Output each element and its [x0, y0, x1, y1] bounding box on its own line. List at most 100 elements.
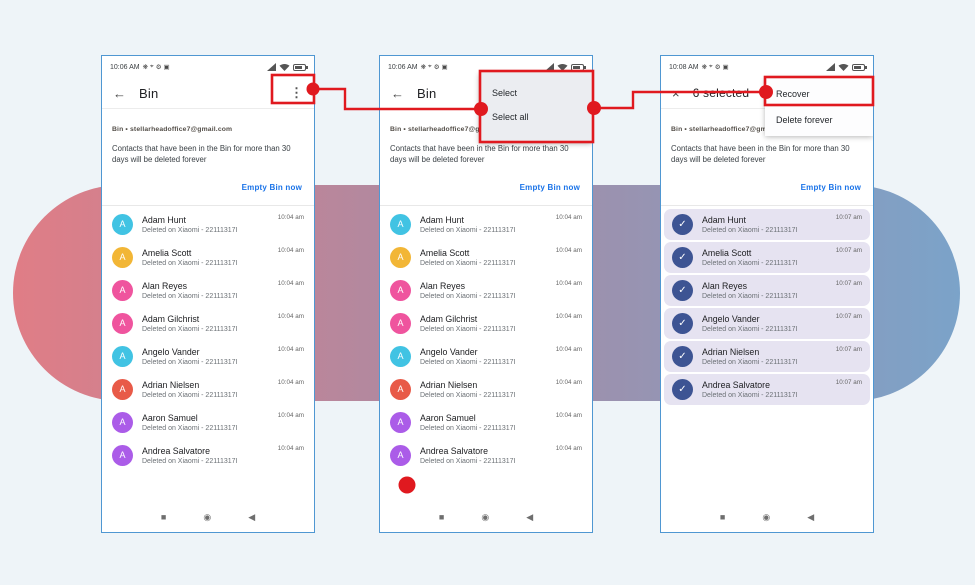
contact-avatar[interactable]: A: [112, 411, 133, 433]
empty-bin-button[interactable]: Empty Bin now: [519, 182, 580, 192]
menu-item-select[interactable]: Select: [492, 88, 518, 98]
contact-avatar[interactable]: A: [390, 279, 411, 301]
contact-row[interactable]: A Amelia Scott Deleted on Xiaomi - 2211131…: [102, 241, 314, 274]
selected-check-icon[interactable]: ✓: [672, 246, 693, 268]
recents-button[interactable]: ■: [160, 512, 167, 522]
status-bar: 10:06 AM ❋ ⌖ ⚙ ▣: [380, 56, 592, 78]
close-icon[interactable]: ×: [672, 85, 680, 101]
contact-avatar[interactable]: A: [112, 444, 133, 466]
contact-timestamp: 10:04 am: [277, 444, 304, 452]
contact-avatar[interactable]: A: [112, 213, 133, 235]
calendar-icon: ▣: [441, 64, 448, 71]
contact-name: Amelia Scott: [142, 247, 192, 258]
contact-row[interactable]: ✓ Alan Reyes Deleted on Xiaomi - 22111317I…: [664, 274, 870, 306]
contact-row[interactable]: A Aaron Samuel Deleted on Xiaomi - 2211131…: [380, 406, 592, 439]
contact-row[interactable]: A Andrea Salvatore Deleted on Xiaomi - 221…: [102, 439, 314, 472]
contact-row[interactable]: A Alan Reyes Deleted on Xiaomi - 22111317I…: [380, 274, 592, 307]
status-bar: 10:06 AM ❋ ⌖ ⚙ ▣: [102, 56, 314, 78]
contact-row[interactable]: A Adam Hunt Deleted on Xiaomi - 22111317I 1…: [102, 208, 314, 241]
kebab-menu-icon[interactable]: ⋮: [290, 85, 303, 100]
contacts-list-selected: ✓ Adam Hunt Deleted on Xiaomi - 22111317I 1…: [661, 204, 873, 405]
contact-subtitle: Deleted on Xiaomi - 22111317I: [420, 259, 516, 267]
back-button[interactable]: ◀: [807, 511, 815, 522]
overflow-menu: Select Select all: [479, 73, 592, 143]
recents-button[interactable]: ■: [719, 512, 726, 522]
menu-item-recover[interactable]: Recover: [776, 89, 810, 99]
contact-avatar[interactable]: A: [390, 213, 411, 235]
contact-timestamp: 10:07 am: [835, 345, 862, 353]
selected-check-icon[interactable]: ✓: [672, 279, 693, 301]
contact-subtitle: Deleted on Xiaomi - 22111317I: [702, 259, 798, 267]
contact-avatar[interactable]: A: [390, 411, 411, 433]
empty-bin-row: Empty Bin now: [102, 166, 314, 205]
bin-description: Contacts that have been in the Bin for m…: [671, 144, 850, 165]
contact-avatar[interactable]: A: [112, 378, 133, 400]
page-title: Bin: [417, 85, 437, 101]
contact-name: Alan Reyes: [420, 280, 465, 291]
status-time: 10:06 AM: [110, 63, 140, 71]
calendar-icon: ▣: [163, 64, 170, 71]
contact-row[interactable]: A Adrian Nielsen Deleted on Xiaomi - 22111…: [102, 373, 314, 406]
contact-row[interactable]: A Angelo Vander Deleted on Xiaomi - 221113…: [102, 340, 314, 373]
selected-check-icon[interactable]: ✓: [672, 312, 693, 334]
back-button[interactable]: ◀: [526, 511, 534, 522]
selected-check-icon[interactable]: ✓: [672, 378, 693, 400]
contact-row[interactable]: A Adrian Nielsen Deleted on Xiaomi - 22111…: [380, 373, 592, 406]
empty-bin-row: Empty Bin now: [380, 166, 592, 205]
account-line: Bin • stellarheadoffice7@gmail.com: [390, 126, 511, 133]
account-line: Bin • stellarheadoffice7@gmail.com: [112, 126, 233, 133]
contact-name: Alan Reyes: [702, 280, 747, 291]
contact-avatar[interactable]: A: [112, 312, 133, 334]
contact-row[interactable]: A Amelia Scott Deleted on Xiaomi - 2211131…: [380, 241, 592, 274]
contact-avatar[interactable]: A: [390, 312, 411, 334]
home-button[interactable]: ◉: [203, 511, 212, 522]
contact-row[interactable]: A Andrea Salvatore Deleted on Xiaomi - 221…: [380, 439, 592, 472]
contact-avatar[interactable]: A: [390, 378, 411, 400]
contact-avatar[interactable]: A: [112, 345, 133, 367]
contact-subtitle: Deleted on Xiaomi - 22111317I: [142, 292, 238, 300]
contact-subtitle: Deleted on Xiaomi - 22111317I: [420, 325, 516, 333]
menu-item-select-all[interactable]: Select all: [492, 112, 529, 122]
empty-bin-button[interactable]: Empty Bin now: [241, 182, 302, 192]
contact-row[interactable]: ✓ Angelo Vander Deleted on Xiaomi - 221113…: [664, 307, 870, 339]
app-bar: ← Bin ⋮: [102, 78, 314, 109]
contact-row[interactable]: ✓ Amelia Scott Deleted on Xiaomi - 2211131…: [664, 241, 870, 273]
page-title: Bin: [139, 85, 159, 101]
contact-row[interactable]: A Adam Hunt Deleted on Xiaomi - 22111317I 1…: [380, 208, 592, 241]
contact-row[interactable]: ✓ Adam Hunt Deleted on Xiaomi - 22111317I 1…: [664, 208, 870, 240]
status-right-icons: [545, 63, 586, 71]
contact-subtitle: Deleted on Xiaomi - 22111317I: [702, 226, 798, 234]
back-arrow-icon[interactable]: ←: [113, 85, 126, 101]
contact-row[interactable]: ✓ Andrea Salvatore Deleted on Xiaomi - 221…: [664, 373, 870, 405]
contact-avatar[interactable]: A: [390, 345, 411, 367]
contact-row[interactable]: A Angelo Vander Deleted on Xiaomi - 221113…: [380, 340, 592, 373]
selected-check-icon[interactable]: ✓: [672, 213, 693, 235]
location-icon: ⌖: [428, 63, 432, 70]
contact-row[interactable]: A Adam Gilchrist Deleted on Xiaomi - 22111…: [102, 307, 314, 340]
phone-screen-bin: 10:06 AM ❋ ⌖ ⚙ ▣ ← Bin ⋮ Bin • stellarheado…: [101, 55, 315, 533]
contact-timestamp: 10:04 am: [555, 444, 582, 452]
contact-name: Adam Gilchrist: [420, 313, 478, 324]
selected-check-icon[interactable]: ✓: [672, 345, 693, 367]
back-arrow-icon[interactable]: ←: [391, 85, 404, 101]
contact-row[interactable]: A Aaron Samuel Deleted on Xiaomi - 2211131…: [102, 406, 314, 439]
contact-row[interactable]: ✓ Adrian Nielsen Deleted on Xiaomi - 22111…: [664, 340, 870, 372]
empty-bin-button[interactable]: Empty Bin now: [800, 182, 861, 192]
contact-avatar[interactable]: A: [390, 444, 411, 466]
contact-subtitle: Deleted on Xiaomi - 22111317I: [702, 358, 798, 366]
recents-button[interactable]: ■: [438, 512, 445, 522]
home-button[interactable]: ◉: [762, 511, 771, 522]
contact-row[interactable]: A Adam Gilchrist Deleted on Xiaomi - 22111…: [380, 307, 592, 340]
calendar-icon: ▣: [722, 64, 729, 71]
contact-name: Adrian Nielsen: [142, 379, 200, 390]
signal-icon: [545, 63, 554, 71]
menu-item-delete-forever[interactable]: Delete forever: [776, 115, 833, 125]
contact-avatar[interactable]: A: [112, 279, 133, 301]
contact-avatar[interactable]: A: [112, 246, 133, 268]
contact-row[interactable]: A Alan Reyes Deleted on Xiaomi - 22111317I…: [102, 274, 314, 307]
signal-icon: [267, 63, 276, 71]
home-button[interactable]: ◉: [481, 511, 490, 522]
contact-avatar[interactable]: A: [390, 246, 411, 268]
back-button[interactable]: ◀: [248, 511, 256, 522]
